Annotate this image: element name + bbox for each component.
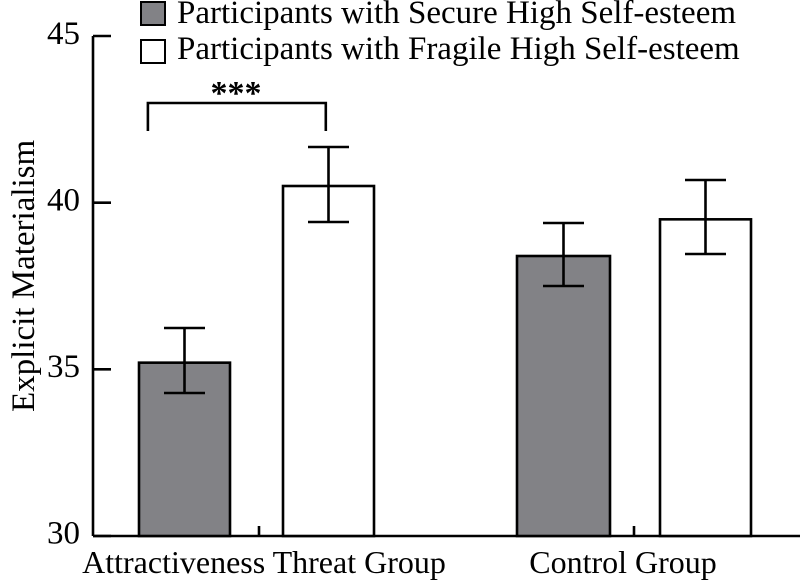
svg-text:30: 30 [47,516,80,552]
svg-text:40: 40 [47,183,80,219]
svg-text:45: 45 [47,16,80,52]
svg-text:***: *** [211,75,262,112]
svg-text:35: 35 [47,349,80,385]
